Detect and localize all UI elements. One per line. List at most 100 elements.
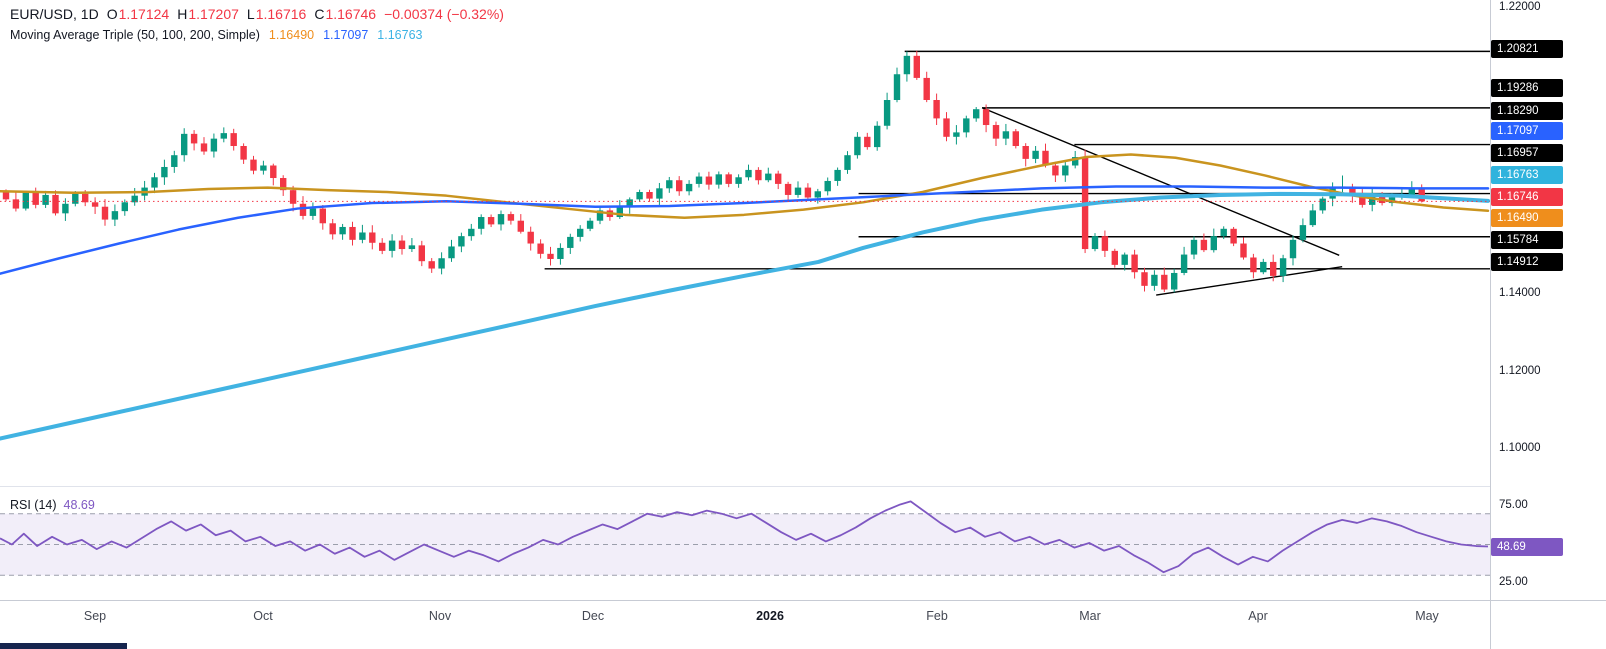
- candle: [161, 159, 168, 185]
- rsi-label[interactable]: RSI (14): [10, 498, 57, 512]
- candle: [567, 233, 574, 254]
- candle: [814, 188, 821, 204]
- time-axis[interactable]: Sep Oct Nov Dec 2026 Feb Mar Apr May: [0, 600, 1606, 649]
- trendline[interactable]: [981, 107, 1340, 256]
- candle: [824, 177, 831, 196]
- candle: [1002, 123, 1010, 146]
- candle: [1141, 267, 1148, 292]
- price-badge: 1.14912: [1491, 253, 1563, 271]
- ma50-line[interactable]: [0, 153, 1490, 220]
- ohlc-value: 1.16746: [325, 6, 377, 22]
- price-pane[interactable]: [0, 0, 1490, 487]
- candle: [1230, 226, 1237, 247]
- candle: [982, 104, 990, 133]
- candle: [1250, 253, 1257, 279]
- candle: [775, 170, 782, 190]
- candle: [230, 128, 237, 151]
- candle: [418, 240, 425, 267]
- candle: [1200, 233, 1208, 253]
- ohlc-value: 1.17207: [188, 6, 239, 22]
- candle: [468, 223, 475, 241]
- ma200-line[interactable]: [0, 191, 1490, 441]
- candle: [1062, 160, 1069, 182]
- candle: [765, 167, 772, 183]
- candle: [1369, 188, 1376, 212]
- candle: [141, 180, 148, 201]
- candle: [705, 171, 713, 190]
- candle: [577, 225, 584, 242]
- price-badge: 48.69: [1491, 538, 1563, 556]
- candle: [923, 71, 930, 103]
- rsi-legend: RSI (14) 48.69: [10, 498, 95, 512]
- price-scale-axis[interactable]: 1.22000 1.20821 1.19286 1.18290 1.17097 1.169…: [1490, 0, 1606, 649]
- time-label-2026: 2026: [756, 609, 784, 623]
- ma100-line[interactable]: [0, 185, 1490, 275]
- symbol-row: EUR/USD, 1D O1.17124 H1.17207 L1.16716 C1.16…: [10, 6, 504, 22]
- candle: [1052, 161, 1059, 183]
- candle: [913, 50, 920, 80]
- rsi-line[interactable]: [0, 500, 1489, 574]
- rsi-band: [0, 513, 1490, 576]
- candle: [319, 205, 326, 230]
- candle: [636, 189, 643, 202]
- candle: [22, 190, 29, 211]
- candle: [121, 199, 128, 216]
- candle: [1309, 203, 1316, 227]
- candle: [507, 211, 515, 225]
- candle: [854, 132, 861, 159]
- symbol-title[interactable]: EUR/USD, 1D: [10, 6, 99, 22]
- candle: [111, 204, 119, 227]
- candle: [349, 221, 356, 246]
- time-label-mar: Mar: [1079, 609, 1101, 623]
- price-badge: 1.16490: [1491, 209, 1563, 227]
- price-badge: 1.17097: [1491, 122, 1563, 140]
- candle: [91, 197, 99, 214]
- candle: [685, 180, 693, 196]
- ma-values: 1.16490 1.17097 1.16763: [260, 28, 423, 42]
- candle: [596, 207, 604, 225]
- price-tick: 75.00: [1499, 499, 1528, 511]
- candle: [547, 246, 554, 266]
- candle: [616, 200, 623, 219]
- candle: [517, 214, 524, 234]
- candle: [1319, 196, 1326, 214]
- candle: [448, 239, 455, 262]
- candle: [973, 107, 980, 122]
- candle: [1359, 189, 1366, 208]
- candle: [903, 51, 911, 82]
- rsi-pane[interactable]: [0, 487, 1490, 600]
- candle: [883, 92, 891, 130]
- price-badge: 1.16957: [1491, 144, 1563, 162]
- candle: [1022, 143, 1029, 167]
- chart-legend: EUR/USD, 1D O1.17124 H1.17207 L1.16716 C1.16…: [10, 6, 504, 42]
- candle: [1210, 228, 1217, 253]
- price-badge: 1.16763: [1491, 166, 1563, 184]
- price-tick: 1.14000: [1499, 287, 1541, 299]
- candle: [1339, 175, 1346, 193]
- candle: [398, 235, 406, 255]
- candle: [745, 164, 752, 181]
- candle: [1101, 230, 1109, 258]
- pane-separator[interactable]: [0, 486, 1606, 487]
- candle: [42, 190, 49, 208]
- candle: [359, 224, 366, 244]
- ohlc-label: H: [177, 6, 188, 22]
- candle: [250, 155, 257, 175]
- price-badge: 1.16746: [1491, 188, 1563, 206]
- indicator-row: Moving Average Triple (50, 100, 200, Sim…: [10, 28, 504, 42]
- candle: [210, 133, 218, 158]
- candle: [1151, 270, 1158, 291]
- candle: [220, 127, 227, 143]
- price-badge: 1.15784: [1491, 231, 1563, 249]
- indicator-label[interactable]: Moving Average Triple (50, 100, 200, Sim…: [10, 28, 260, 42]
- candle: [1171, 268, 1178, 293]
- candle: [527, 226, 534, 251]
- trendline[interactable]: [1156, 266, 1343, 296]
- candle: [844, 151, 851, 174]
- candle: [804, 183, 812, 200]
- candle: [101, 199, 109, 226]
- candle: [755, 167, 762, 185]
- candle: [1012, 128, 1019, 149]
- candle: [240, 143, 247, 164]
